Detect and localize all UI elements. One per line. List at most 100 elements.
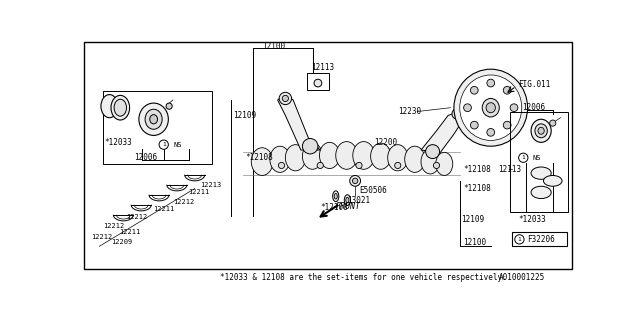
Bar bbox=[103, 91, 212, 164]
Circle shape bbox=[395, 162, 401, 169]
Ellipse shape bbox=[303, 143, 323, 169]
Polygon shape bbox=[421, 112, 463, 152]
Circle shape bbox=[454, 111, 460, 116]
Ellipse shape bbox=[145, 109, 162, 129]
Text: 12209: 12209 bbox=[111, 239, 132, 245]
Text: 12109: 12109 bbox=[461, 215, 484, 224]
Circle shape bbox=[282, 95, 289, 101]
Text: 12230: 12230 bbox=[397, 107, 421, 116]
Text: 12100: 12100 bbox=[463, 238, 487, 247]
Text: 12212: 12212 bbox=[173, 199, 195, 205]
Ellipse shape bbox=[270, 146, 290, 172]
Text: 12211: 12211 bbox=[119, 229, 140, 236]
Text: 12006: 12006 bbox=[522, 103, 545, 112]
Text: *12108: *12108 bbox=[463, 184, 492, 193]
Circle shape bbox=[550, 120, 556, 126]
Ellipse shape bbox=[319, 142, 340, 169]
Circle shape bbox=[510, 104, 518, 112]
Ellipse shape bbox=[482, 99, 499, 117]
Text: 1: 1 bbox=[162, 142, 166, 147]
Circle shape bbox=[470, 86, 478, 94]
Polygon shape bbox=[278, 94, 320, 150]
Ellipse shape bbox=[531, 167, 551, 179]
Circle shape bbox=[433, 162, 440, 169]
Ellipse shape bbox=[114, 99, 127, 116]
Ellipse shape bbox=[111, 95, 130, 120]
Text: NS: NS bbox=[173, 142, 182, 148]
Text: 12211: 12211 bbox=[189, 189, 210, 196]
Circle shape bbox=[426, 145, 440, 158]
Text: *12108: *12108 bbox=[320, 203, 348, 212]
Ellipse shape bbox=[139, 103, 168, 135]
Ellipse shape bbox=[460, 75, 522, 140]
Circle shape bbox=[159, 140, 168, 149]
Circle shape bbox=[356, 162, 362, 169]
Text: NS: NS bbox=[532, 155, 541, 161]
Ellipse shape bbox=[388, 145, 408, 171]
Text: FIG.011: FIG.011 bbox=[518, 80, 550, 89]
Ellipse shape bbox=[531, 119, 551, 142]
Text: *12033 & 12108 are the set-items for one vehicle respectively.: *12033 & 12108 are the set-items for one… bbox=[220, 273, 506, 282]
Text: *12108: *12108 bbox=[463, 165, 492, 174]
Bar bbox=[307, 73, 329, 90]
Ellipse shape bbox=[344, 195, 351, 205]
Text: 12109: 12109 bbox=[233, 111, 256, 120]
Circle shape bbox=[303, 139, 318, 154]
Text: *12033: *12033 bbox=[105, 138, 132, 147]
Circle shape bbox=[353, 178, 358, 184]
Bar bbox=[513, 232, 566, 246]
Ellipse shape bbox=[543, 175, 562, 186]
Ellipse shape bbox=[336, 141, 358, 169]
Text: 12212: 12212 bbox=[103, 222, 125, 228]
Circle shape bbox=[503, 121, 511, 129]
Circle shape bbox=[349, 175, 360, 186]
Text: 12113: 12113 bbox=[311, 63, 334, 72]
Text: *12108: *12108 bbox=[245, 153, 273, 162]
Ellipse shape bbox=[353, 141, 374, 169]
Text: 13021: 13021 bbox=[348, 196, 371, 204]
Circle shape bbox=[278, 162, 285, 169]
Ellipse shape bbox=[535, 124, 547, 138]
Ellipse shape bbox=[150, 115, 157, 124]
Text: 12113: 12113 bbox=[499, 165, 522, 174]
Ellipse shape bbox=[436, 152, 452, 175]
Bar bbox=[510, 112, 568, 212]
Text: 12212: 12212 bbox=[127, 214, 148, 220]
Ellipse shape bbox=[334, 194, 337, 199]
Ellipse shape bbox=[101, 95, 118, 118]
Ellipse shape bbox=[252, 148, 273, 175]
Circle shape bbox=[452, 108, 463, 119]
Text: FRONT: FRONT bbox=[336, 202, 361, 211]
Circle shape bbox=[487, 79, 495, 87]
Circle shape bbox=[518, 153, 528, 162]
Ellipse shape bbox=[531, 186, 551, 198]
Text: 12200: 12200 bbox=[374, 138, 397, 147]
Ellipse shape bbox=[538, 127, 544, 134]
Circle shape bbox=[503, 86, 511, 94]
Circle shape bbox=[314, 79, 322, 87]
Circle shape bbox=[463, 104, 472, 112]
Text: E50506: E50506 bbox=[359, 186, 387, 195]
Text: 12211: 12211 bbox=[154, 206, 175, 212]
Text: 12100: 12100 bbox=[262, 42, 285, 51]
Ellipse shape bbox=[285, 145, 305, 171]
Circle shape bbox=[279, 92, 292, 105]
Ellipse shape bbox=[421, 149, 440, 174]
Text: 1: 1 bbox=[522, 155, 525, 160]
Circle shape bbox=[487, 129, 495, 136]
Text: 12212: 12212 bbox=[92, 234, 113, 240]
Text: 12006: 12006 bbox=[134, 153, 157, 162]
Ellipse shape bbox=[371, 143, 391, 169]
Circle shape bbox=[515, 235, 524, 244]
Ellipse shape bbox=[346, 197, 349, 203]
Ellipse shape bbox=[486, 103, 495, 113]
Circle shape bbox=[470, 121, 478, 129]
Text: *12033: *12033 bbox=[518, 215, 546, 224]
Text: A010001225: A010001225 bbox=[499, 273, 545, 282]
Ellipse shape bbox=[404, 146, 425, 172]
Circle shape bbox=[166, 103, 172, 109]
Ellipse shape bbox=[333, 191, 339, 202]
Text: 12213: 12213 bbox=[200, 182, 221, 188]
Text: 1: 1 bbox=[518, 237, 522, 242]
Text: F32206: F32206 bbox=[527, 235, 555, 244]
